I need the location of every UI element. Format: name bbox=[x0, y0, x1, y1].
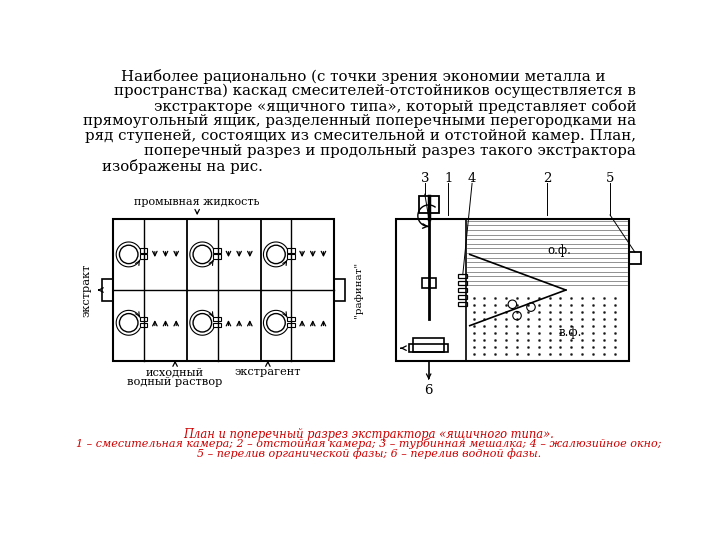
Text: 4: 4 bbox=[468, 172, 476, 185]
Bar bbox=[458, 301, 467, 306]
Text: План и поперечный разрез экстрактора «ящичного типа».: План и поперечный разрез экстрактора «ящ… bbox=[184, 428, 554, 441]
Bar bbox=[629, 252, 641, 265]
Bar bbox=[458, 274, 467, 279]
Text: о.ф.: о.ф. bbox=[547, 244, 571, 256]
Text: экстрагент: экстрагент bbox=[235, 367, 301, 377]
Bar bbox=[287, 254, 294, 259]
Text: экстракторе «ящичного типа», который представляет собой: экстракторе «ящичного типа», который пре… bbox=[154, 99, 636, 114]
Bar bbox=[458, 281, 467, 286]
Bar bbox=[213, 248, 221, 253]
Text: Наиболее рационально (с точки зрения экономии металла и: Наиболее рационально (с точки зрения эко… bbox=[102, 69, 605, 84]
Bar bbox=[409, 345, 448, 352]
Bar bbox=[213, 254, 221, 259]
Bar bbox=[396, 219, 629, 361]
Text: 5: 5 bbox=[606, 172, 614, 185]
Text: 6: 6 bbox=[424, 384, 433, 397]
Bar bbox=[113, 219, 334, 361]
Bar bbox=[334, 279, 345, 301]
Text: 2: 2 bbox=[543, 172, 552, 185]
Text: 1 – смесительная камера; 2 – отстойная камера; 3 – турбинная мешалка; 4 – жалюзи: 1 – смесительная камера; 2 – отстойная к… bbox=[76, 438, 662, 449]
Text: изображены на рис.: изображены на рис. bbox=[102, 159, 263, 174]
Bar bbox=[140, 323, 148, 327]
Bar bbox=[287, 323, 294, 327]
Bar bbox=[213, 316, 221, 321]
Bar bbox=[213, 323, 221, 327]
Bar bbox=[418, 195, 438, 213]
Text: 3: 3 bbox=[420, 172, 429, 185]
Bar bbox=[102, 279, 113, 301]
Text: водный раствор: водный раствор bbox=[127, 377, 222, 387]
Bar bbox=[140, 254, 148, 259]
Bar bbox=[458, 288, 467, 292]
Text: ряд ступеней, состоящих из смесительной и отстойной камер. План,: ряд ступеней, состоящих из смесительной … bbox=[86, 129, 636, 143]
Text: промывная жидкость: промывная жидкость bbox=[135, 197, 260, 207]
Text: "рафинат": "рафинат" bbox=[354, 262, 364, 318]
Text: исходный: исходный bbox=[146, 367, 204, 377]
Text: экстракт: экстракт bbox=[81, 264, 91, 317]
Bar bbox=[287, 316, 294, 321]
Text: 1: 1 bbox=[444, 172, 453, 185]
Bar bbox=[422, 278, 436, 288]
Text: прямоугольный ящик, разделенный поперечными перегородками на: прямоугольный ящик, разделенный поперечн… bbox=[84, 114, 636, 127]
Bar bbox=[458, 295, 467, 299]
Bar bbox=[287, 248, 294, 253]
Text: поперечный разрез и продольный разрез такого экстрактора: поперечный разрез и продольный разрез та… bbox=[145, 144, 636, 158]
Text: 5 – перелив органической фазы; 6 – перелив водной фазы.: 5 – перелив органической фазы; 6 – перел… bbox=[197, 448, 541, 459]
Text: пространства) каскад смесителей-отстойников осуществляется в: пространства) каскад смесителей-отстойни… bbox=[114, 84, 636, 98]
Text: в.ф.: в.ф. bbox=[559, 326, 582, 339]
Bar bbox=[413, 338, 444, 352]
Bar bbox=[140, 316, 148, 321]
Bar bbox=[140, 248, 148, 253]
